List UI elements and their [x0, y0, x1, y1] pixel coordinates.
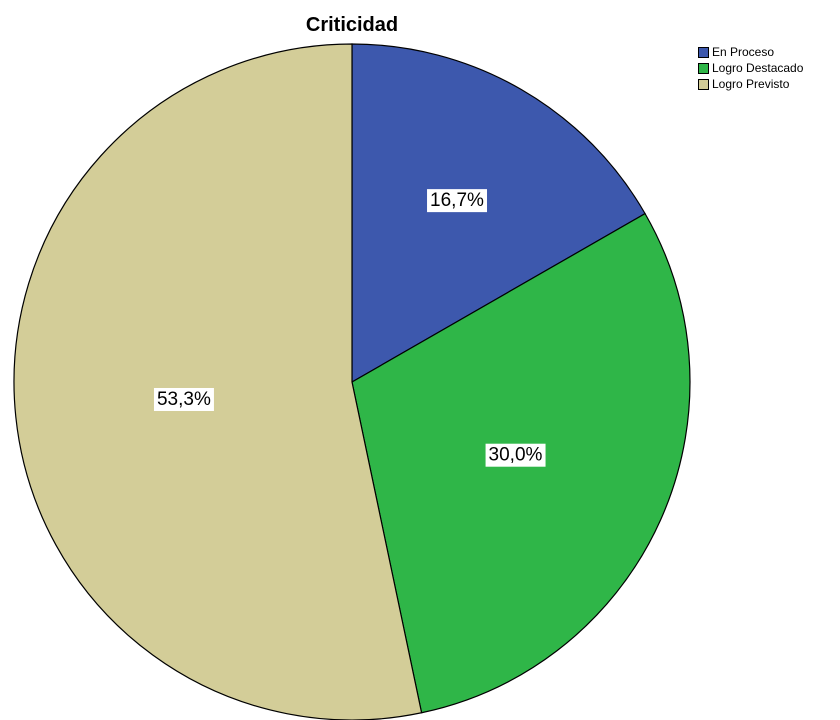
legend-item-en-proceso: En Proceso	[698, 44, 803, 60]
data-label-background	[153, 387, 214, 411]
chart-title: Criticidad	[305, 14, 399, 36]
legend-item-logro-previsto: Logro Previsto	[698, 76, 803, 92]
data-label-background	[427, 189, 488, 213]
data-label-text: 30,0%	[489, 445, 543, 466]
chart-legend: En Proceso Logro Destacado Logro Previst…	[698, 44, 803, 92]
legend-label: En Proceso	[712, 45, 775, 59]
legend-item-logro-destacado: Logro Destacado	[698, 60, 803, 76]
data-label-logro-previsto: 53,3%	[153, 387, 214, 411]
legend-swatch	[698, 78, 709, 90]
data-label-background	[485, 443, 546, 467]
legend-swatch	[698, 62, 709, 74]
legend-label: Logro Previsto	[712, 77, 790, 91]
pie-slice-en-proceso	[351, 43, 646, 384]
legend-swatch	[698, 46, 709, 58]
pie-slice-logro-previsto	[13, 43, 423, 720]
data-label-text: 53,3%	[157, 389, 211, 410]
legend-label: Logro Destacado	[712, 61, 804, 75]
data-label-logro-destacado: 30,0%	[485, 443, 546, 467]
data-label-en-proceso: 16,7%	[427, 189, 488, 213]
data-label-text: 16,7%	[430, 190, 484, 211]
